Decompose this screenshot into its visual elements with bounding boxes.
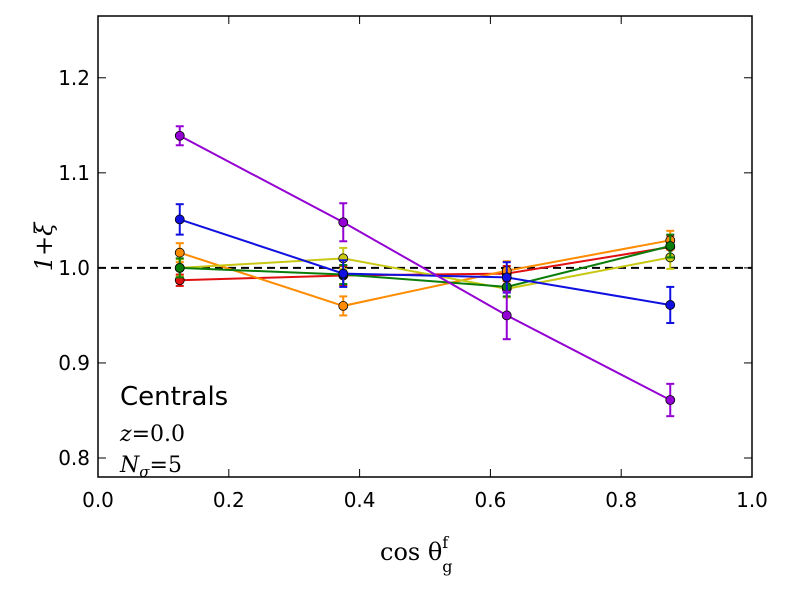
redshift-val: 0.0	[150, 422, 185, 447]
data-point-blue	[174, 214, 185, 225]
y-tick-label: 1.2	[58, 66, 90, 90]
annotation-nsigma: Nσ=5	[119, 453, 182, 481]
nsigma-sub: σ	[139, 463, 150, 481]
series-layer	[174, 125, 676, 418]
data-point-purple	[174, 130, 185, 141]
tick-layer: 0.0 0.2 0.4 0.6 0.8 1.0 0.8 0.9 1.0 1.1 1.2	[58, 15, 768, 512]
x-axis-title-main: cos θ	[380, 538, 442, 566]
series-line-blue	[179, 218, 671, 306]
data-point-purple	[338, 217, 349, 228]
x-axis-title-sub: g	[442, 557, 452, 576]
y-tick-label: 0.9	[58, 351, 90, 375]
data-point-purple	[665, 395, 676, 405]
series-line-green	[179, 245, 671, 288]
data-point-green	[665, 241, 676, 251]
nsigma-eq: =	[150, 453, 168, 478]
data-point-blue	[501, 272, 512, 283]
data-point-green	[174, 262, 185, 273]
x-tick-label: 0.8	[605, 488, 637, 512]
series-line-purple	[179, 134, 671, 401]
y-tick-label: 1.1	[58, 161, 90, 185]
series-purple	[174, 125, 676, 418]
x-tick-label: 0.0	[82, 488, 114, 512]
data-point-purple	[501, 310, 512, 321]
series-line-yellow	[179, 256, 671, 290]
plot-frame	[97, 15, 753, 478]
x-axis-title: cos θf g	[380, 533, 452, 576]
y-tick-label: 1.0	[58, 256, 90, 280]
x-tick-label: 1.0	[736, 488, 768, 512]
y-axis-title: 1+ξ	[30, 221, 58, 271]
x-tick-label: 0.2	[213, 488, 245, 512]
nsigma-val: 5	[168, 453, 182, 478]
data-point-blue	[665, 300, 676, 310]
data-point-orange	[174, 247, 185, 258]
annotation-redshift: z=0.0	[119, 422, 185, 447]
series-green	[174, 233, 676, 298]
x-tick-label: 0.6	[474, 488, 506, 512]
annotation-centrals: Centrals	[120, 382, 228, 412]
redshift-var: z	[119, 422, 132, 447]
x-tick-label: 0.4	[344, 488, 376, 512]
nsigma-var: N	[119, 453, 140, 478]
data-point-blue	[338, 268, 349, 279]
x-axis-title-sup: f	[442, 533, 449, 552]
series-line-orange	[179, 239, 671, 307]
data-point-orange	[338, 301, 349, 311]
redshift-eq: =	[132, 422, 150, 447]
y-tick-label: 0.8	[58, 446, 90, 470]
